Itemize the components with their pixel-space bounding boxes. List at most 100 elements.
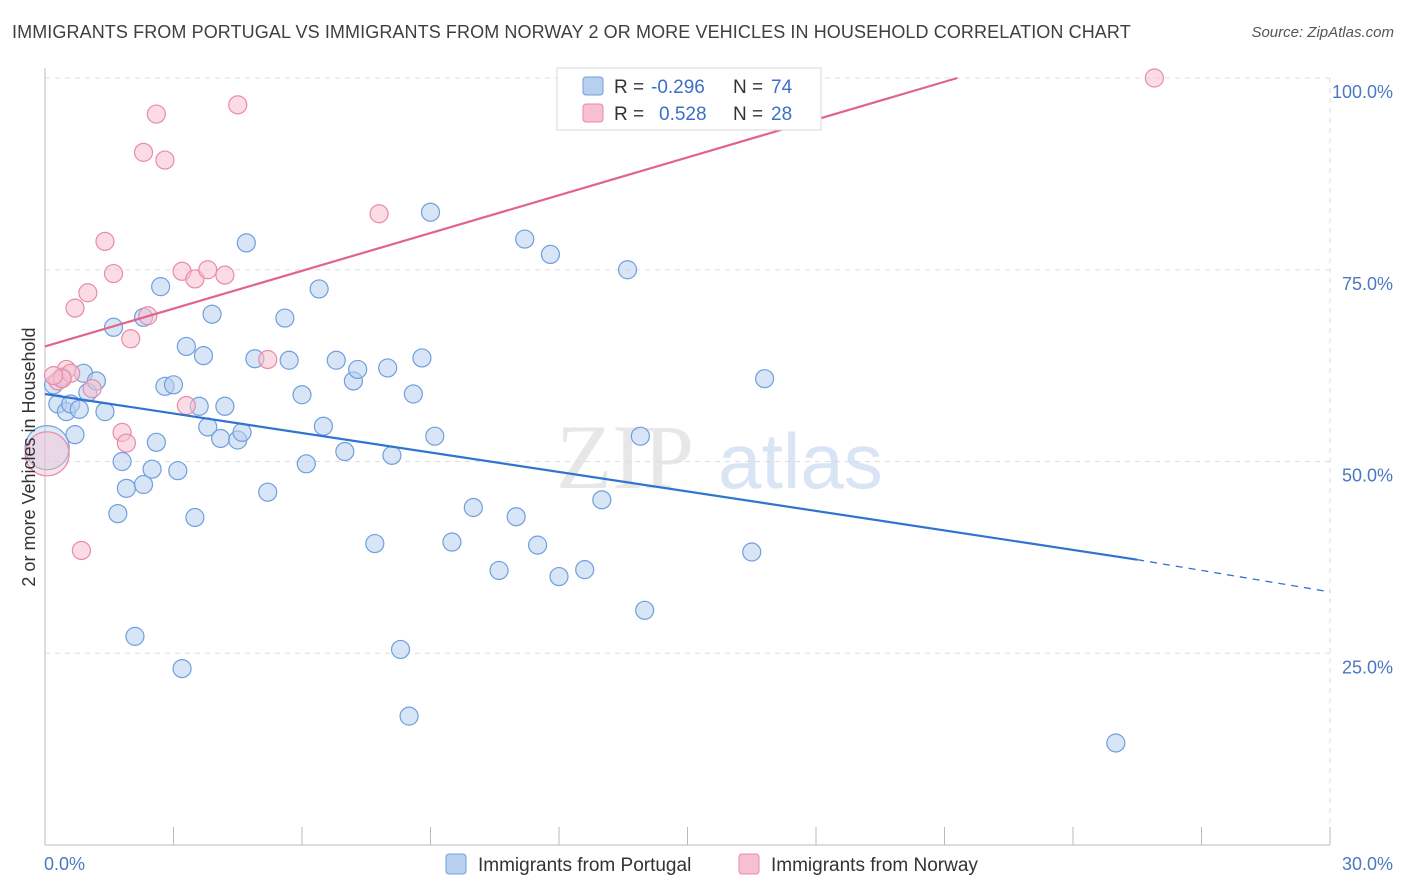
legend-r-label-1: R =: [614, 77, 644, 98]
norway-point-25: [1144, 68, 1164, 88]
portugal-point-25: [176, 336, 196, 357]
legend-r-value-2: 0.528: [659, 104, 707, 125]
y-tick-label-2: 75.0%: [1342, 274, 1393, 294]
trend-lines: [44, 76, 1331, 593]
portugal-point-63: [540, 244, 561, 265]
portugal-point-43: [313, 416, 334, 436]
legend-n-value-1: 74: [771, 77, 793, 98]
portugal-point-12: [108, 504, 128, 524]
portugal-point-14: [116, 478, 136, 498]
correlation-legend: R = -0.296 N = 74 R = 0.528 N = 28: [556, 67, 822, 131]
portugal-point-16: [133, 474, 154, 495]
portugal-point-56: [425, 426, 445, 446]
norway-point-0: [24, 431, 70, 477]
watermark-atlas: atlas: [718, 417, 883, 505]
x-tick-label-0: 0.0%: [44, 854, 85, 874]
norway-point-27: [43, 365, 64, 386]
legend-swatch-portugal: [582, 76, 604, 96]
portugal-point-60: [506, 507, 526, 527]
legend-n-label-1: N =: [733, 77, 763, 98]
portugal-point-28: [193, 346, 214, 366]
portugal-point-57: [442, 532, 462, 552]
portugal-point-40: [292, 385, 312, 405]
norway-point-11: [116, 433, 136, 453]
portugal-point-31: [211, 428, 231, 449]
norway-point-15: [146, 104, 166, 124]
series-legend-swatch-portugal: [445, 853, 467, 875]
portugal-point-20: [151, 277, 171, 297]
norway-point-9: [103, 263, 124, 284]
source-label: Source: ZipAtlas.com: [1251, 24, 1394, 41]
portugal-point-68: [630, 426, 650, 446]
portugal-point-73: [24, 425, 70, 471]
portugal-point-65: [575, 560, 595, 580]
data-points: [24, 68, 1164, 753]
chart-title: IMMIGRANTS FROM PORTUGAL VS IMMIGRANTS F…: [12, 22, 1131, 42]
x-tick-label-1: 30.0%: [1342, 854, 1393, 874]
portugal-point-61: [515, 229, 535, 249]
portugal-point-32: [215, 396, 235, 416]
norway-point-6: [78, 283, 98, 303]
legend-r-value-1: -0.296: [651, 77, 705, 98]
portugal-point-52: [399, 706, 419, 726]
norway-point-7: [82, 379, 102, 399]
portugal-point-51: [390, 639, 411, 660]
norway-point-24: [369, 204, 389, 224]
norway-point-4: [65, 298, 85, 318]
portugal-point-26: [185, 507, 205, 528]
series-legend-label-portugal: Immigrants from Portugal: [478, 855, 691, 876]
portugal-point-66: [592, 490, 612, 510]
portugal-point-39: [279, 350, 299, 370]
legend-swatch-norway: [582, 103, 604, 123]
portugal-point-42: [309, 279, 329, 299]
portugal-point-71: [754, 369, 775, 389]
portugal-point-53: [403, 384, 423, 404]
portugal-point-15: [125, 626, 145, 646]
grid-lines: [45, 77, 1331, 845]
portugal-point-37: [258, 482, 278, 502]
portugal-point-35: [236, 233, 256, 253]
watermark: ZIP atlas: [556, 406, 883, 508]
portugal-point-67: [617, 260, 638, 280]
norway-point-8: [95, 231, 115, 251]
portugal-point-45: [335, 441, 355, 462]
norway-point-13: [133, 142, 154, 162]
norway-point-20: [198, 260, 218, 280]
portugal-point-50: [382, 445, 402, 465]
portugal-point-6: [69, 399, 89, 419]
series-legend-label-norway: Immigrants from Norway: [771, 855, 978, 876]
portugal-point-47: [348, 359, 368, 380]
portugal-point-34: [232, 422, 252, 442]
portugal-point-54: [412, 348, 432, 368]
portugal-point-55: [420, 202, 441, 222]
norway-point-22: [228, 95, 248, 115]
portugal-point-69: [635, 600, 655, 620]
portugal-point-58: [463, 497, 483, 518]
portugal-point-62: [527, 535, 548, 555]
portugal-point-18: [142, 459, 162, 479]
norway-point-5: [71, 540, 92, 561]
portugal-point-24: [172, 658, 192, 679]
portugal-point-30: [202, 304, 222, 324]
portugal-point-22: [163, 375, 184, 395]
norway-point-16: [155, 150, 175, 170]
watermark-zip: ZIP: [556, 406, 694, 508]
norway-point-23: [258, 349, 278, 370]
portugal-trend-line: [44, 392, 1138, 561]
portugal-point-59: [489, 560, 509, 581]
legend-n-value-2: 28: [771, 104, 792, 125]
legend-n-label-2: N =: [733, 104, 763, 125]
norway-point-12: [121, 329, 141, 349]
legend-r-label-2: R =: [614, 104, 644, 125]
portugal-point-23: [168, 461, 188, 481]
tick-labels: 25.0% 50.0% 75.0% 100.0% 0.0% 30.0%: [44, 82, 1393, 874]
y-axis-title: 2 or more Vehicles in Household: [19, 327, 39, 586]
portugal-point-44: [326, 350, 346, 370]
y-tick-label-1: 50.0%: [1342, 466, 1393, 486]
portugal-point-49: [378, 358, 398, 378]
y-tick-label-0: 25.0%: [1342, 657, 1393, 677]
norway-point-18: [176, 395, 196, 416]
portugal-point-38: [275, 308, 295, 328]
norway-point-21: [215, 265, 235, 285]
